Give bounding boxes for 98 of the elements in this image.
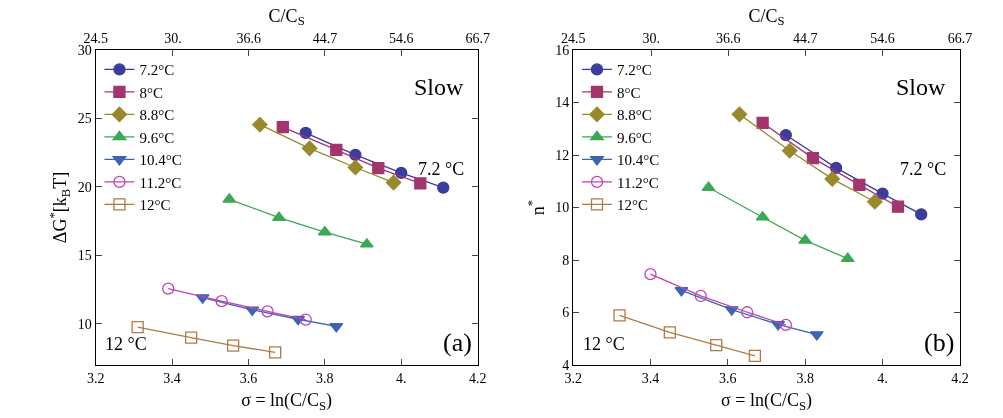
- point: [694, 289, 707, 303]
- point: [329, 322, 344, 333]
- x2-tick-label: 36.6: [715, 31, 741, 47]
- point: [840, 252, 855, 263]
- y-tick-label: 15: [77, 248, 92, 264]
- y-tick-label: 25: [77, 111, 92, 127]
- legend-label: 7.2°C: [616, 62, 652, 79]
- x2-tick-label: 36.6: [236, 31, 261, 47]
- legend-label: 10.4°C: [616, 152, 660, 169]
- x2-tick-label: 44.7: [793, 31, 818, 47]
- point: [261, 305, 274, 318]
- point: [781, 143, 798, 159]
- x-tick-label: 4.: [877, 370, 888, 386]
- x-tick-label: 3.4: [641, 370, 660, 386]
- legend-label: 12°C: [139, 197, 171, 214]
- point: [385, 174, 402, 191]
- point: [301, 140, 318, 157]
- x-axis-title: σ = ln(C/C$_{S}$): [721, 389, 812, 413]
- y-tick-label: 6: [562, 305, 570, 321]
- x2-axis-title: C/C$_{S}$: [268, 5, 305, 29]
- point: [414, 177, 427, 190]
- y-tick-label: 16: [555, 42, 570, 58]
- point: [891, 200, 905, 213]
- x-tick-label: 3.2: [86, 370, 105, 386]
- x2-tick-label: 44.7: [312, 31, 338, 47]
- point: [731, 106, 748, 123]
- point: [276, 120, 289, 134]
- point: [347, 159, 364, 176]
- y-tick-label: 10: [77, 316, 92, 332]
- y-tick-label: 20: [77, 179, 92, 195]
- x-tick-label: 3.6: [719, 370, 737, 386]
- legend-label: 8.8°C: [139, 107, 175, 124]
- annotation: 12 °C: [583, 334, 625, 354]
- x2-tick-label: 66.7: [465, 31, 490, 47]
- legend-label: 11.2°C: [139, 174, 182, 191]
- annotation: (b): [924, 328, 955, 357]
- legend-label: 10.4°C: [139, 152, 182, 169]
- point: [372, 162, 385, 175]
- annotation: 12 °C: [105, 334, 147, 354]
- point: [131, 321, 144, 334]
- legend-label: 11.2°C: [616, 174, 659, 191]
- annotation: 7.2 °C: [418, 159, 465, 179]
- annotation: Slow: [896, 74, 947, 100]
- point: [806, 152, 820, 165]
- y-tick-label: 8: [562, 252, 570, 268]
- annotation: Slow: [414, 74, 465, 100]
- point: [915, 208, 928, 221]
- point: [252, 116, 268, 133]
- x-tick-label: 3.2: [564, 370, 582, 386]
- point: [271, 211, 286, 222]
- legend-label: 9.6°C: [139, 129, 175, 146]
- legend-label: 9.6°C: [616, 129, 652, 146]
- legend-label: 8°C: [139, 84, 163, 101]
- x2-tick-label: 54.6: [870, 31, 895, 47]
- x-tick-label: 4.2: [468, 370, 487, 386]
- x-tick-label: 3.4: [163, 370, 181, 386]
- point: [317, 225, 332, 236]
- point: [299, 313, 312, 326]
- point: [644, 268, 657, 281]
- y-tick-label: 14: [555, 95, 570, 111]
- x2-axis-title: C/C$_{S}$: [748, 5, 785, 29]
- point: [853, 178, 866, 192]
- point: [437, 181, 450, 194]
- x-tick-label: 3.6: [239, 370, 258, 386]
- point: [710, 338, 723, 352]
- x-tick-label: 3.8: [316, 370, 334, 386]
- point: [756, 116, 769, 130]
- annotation: (a): [443, 328, 472, 357]
- x2-tick-label: 66.7: [947, 31, 973, 47]
- point: [867, 193, 883, 210]
- y-tick-label: 10: [555, 200, 570, 216]
- point: [741, 306, 754, 319]
- x-tick-label: 4.2: [951, 370, 969, 386]
- point: [162, 282, 175, 295]
- x2-tick-label: 54.6: [389, 31, 414, 47]
- y-tick-label: 4: [562, 357, 570, 373]
- legend-label: 12°C: [616, 197, 649, 214]
- y-tick-label: 30: [77, 42, 92, 58]
- point: [227, 339, 240, 352]
- point: [663, 326, 676, 339]
- point: [269, 346, 282, 359]
- point: [779, 318, 792, 331]
- x2-tick-label: 30.: [642, 31, 661, 47]
- point: [824, 171, 841, 187]
- x-tick-label: 3.8: [796, 370, 814, 386]
- point: [184, 331, 198, 344]
- point: [215, 295, 228, 308]
- y-tick-label: 12: [555, 147, 570, 163]
- x-axis-title: σ = ln(C/C$_{S}$): [241, 389, 333, 413]
- x-tick-label: 4.: [395, 370, 407, 386]
- legend-label: 7.2°C: [139, 62, 175, 79]
- point: [330, 143, 343, 156]
- x2-tick-label: 30.: [164, 31, 182, 47]
- point: [748, 349, 762, 362]
- point: [613, 309, 626, 322]
- annotation: 7.2 °C: [900, 159, 947, 179]
- legend-label: 8.8°C: [616, 107, 652, 124]
- legend-label: 8°C: [616, 84, 641, 101]
